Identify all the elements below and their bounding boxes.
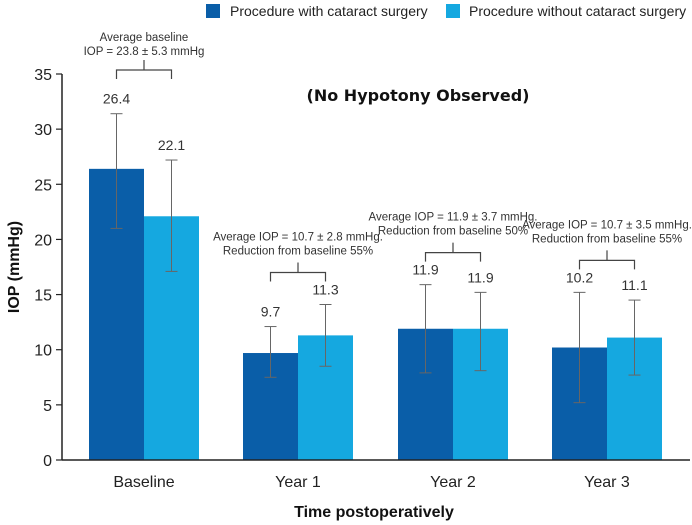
data-label: 9.7: [261, 304, 281, 320]
data-label: 11.9: [412, 262, 438, 278]
data-label: 26.4: [103, 91, 130, 107]
data-label: 22.1: [158, 137, 185, 153]
annotation-text: Reduction from baseline 55%: [532, 233, 682, 245]
error-bars: [110, 113, 641, 404]
y-tick-label: 20: [34, 232, 52, 249]
legend-swatch-with-cataract: [206, 4, 220, 18]
x-tick-label: Baseline: [113, 474, 174, 491]
legend: Procedure with cataract surgery Procedur…: [206, 3, 686, 19]
annotation-text: Reduction from baseline 55%: [223, 245, 373, 257]
x-tick-label: Year 3: [584, 474, 630, 491]
annotation-text: Average IOP = 11.9 ± 3.7 mmHg.: [369, 212, 538, 224]
no-hypotony-note: (No Hypotony Observed): [307, 86, 530, 105]
data-label: 10.2: [566, 269, 593, 285]
x-axis-ticks: Baseline Year 1 Year 2 Year 3: [113, 474, 630, 491]
data-label: 11.3: [312, 281, 338, 297]
y-tick-label: 25: [34, 177, 52, 194]
annotation-text: Average IOP = 10.7 ± 2.8 mmHg.: [213, 231, 383, 243]
data-label: 11.9: [467, 269, 493, 285]
y-tick-label: 30: [34, 122, 52, 139]
y-axis-title: IOP (mmHg): [6, 221, 23, 313]
data-label: 11.1: [621, 277, 647, 293]
annotation-text: IOP = 23.8 ± 5.3 mmHg: [84, 46, 205, 58]
y-tick-label: 5: [43, 398, 52, 415]
y-tick-label: 35: [34, 67, 52, 84]
legend-swatch-without-cataract: [446, 4, 460, 18]
x-tick-label: Year 2: [430, 474, 476, 491]
y-axis-ticks: 0 5 10 15 20 25 30 35: [34, 67, 62, 470]
y-tick-label: 10: [34, 343, 52, 360]
x-tick-label: Year 1: [275, 474, 321, 491]
y-tick-label: 0: [43, 453, 52, 470]
annotation-text: Average baseline: [100, 32, 189, 44]
annotation-bracket: [424, 252, 482, 262]
annotation-text: Reduction from baseline 50%: [378, 226, 528, 238]
annotation-bracket: [269, 271, 327, 282]
annotation-bracket: [578, 259, 636, 270]
annotation-text: Average IOP = 10.7 ± 3.5 mmHg.: [522, 219, 692, 231]
annotations: Average baseline IOP = 23.8 ± 5.3 mmHg Ave…: [84, 32, 692, 282]
legend-label-with-cataract: Procedure with cataract surgery: [230, 3, 428, 19]
x-axis-title: Time postoperatively: [294, 504, 454, 521]
value-labels: 26.4 9.7 11.9 10.2 22.1 11.3 11.9 11.1: [103, 91, 648, 320]
bars: [89, 168, 662, 461]
legend-label-without-cataract: Procedure without cataract surgery: [469, 3, 686, 19]
annotation-bracket: [115, 69, 173, 79]
y-tick-label: 15: [34, 288, 52, 305]
